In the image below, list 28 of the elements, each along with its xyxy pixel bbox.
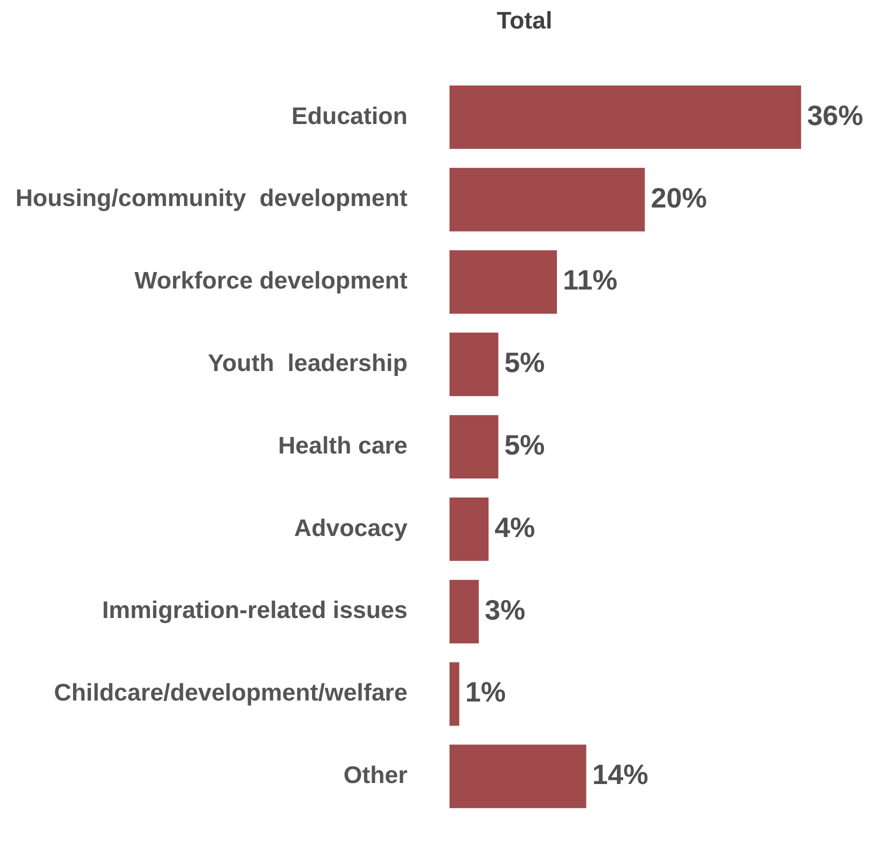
data-label: 20% (650, 182, 707, 214)
data-label: 1% (465, 676, 506, 708)
y-tick-label: Immigration-related issues (102, 597, 408, 624)
y-tick-label: Housing/community development (15, 185, 408, 212)
data-label: 4% (494, 512, 536, 543)
bar (450, 497, 489, 561)
data-label: 36% (807, 100, 864, 131)
y-tick-label: Workforce development (134, 268, 408, 295)
bar (450, 744, 586, 808)
y-tick-label: Other (343, 762, 408, 790)
data-label: 11% (562, 264, 618, 296)
bar (450, 662, 460, 726)
data-label: 5% (504, 347, 545, 378)
bar (450, 332, 498, 396)
y-tick-label: Health care (278, 432, 408, 460)
data-label: 14% (592, 759, 648, 790)
y-tick-label: Advocacy (294, 514, 408, 542)
data-label: 5% (504, 430, 545, 461)
bar (450, 85, 802, 149)
y-tick-label: Youth leadership (208, 350, 408, 378)
data-label: 3% (484, 594, 526, 626)
bar (450, 250, 557, 314)
bar (450, 415, 498, 479)
y-tick-label: Childcare/development/welfare (54, 680, 408, 707)
bar (450, 580, 479, 644)
bar (450, 168, 645, 232)
chart-title: Total (496, 8, 552, 35)
y-tick-label: Education (291, 102, 408, 130)
